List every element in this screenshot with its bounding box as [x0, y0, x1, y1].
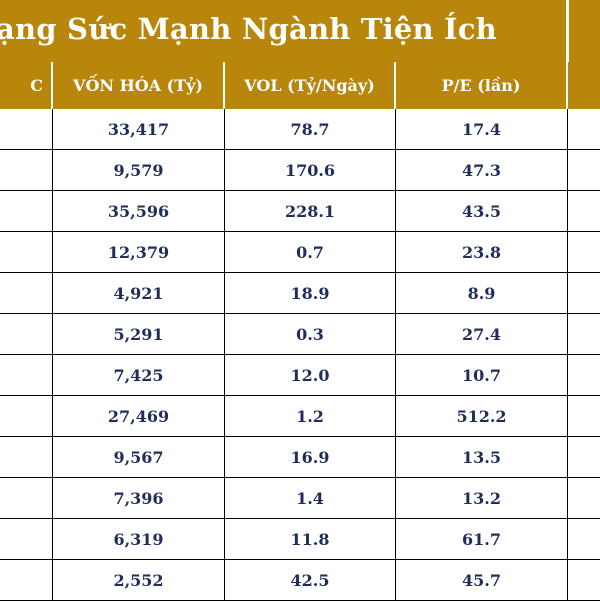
cell-code: [0, 314, 53, 354]
table-row: 9,567 16.9 13.5: [0, 437, 600, 478]
cell-market-cap: 7,396: [53, 478, 225, 518]
cell-code: [0, 519, 53, 559]
cell-volume: 16.9: [225, 437, 396, 477]
table-row: 33,417 78.7 17.4: [0, 109, 600, 150]
cell-pe: 8.9: [396, 273, 568, 313]
cell-code: [0, 437, 53, 477]
header-volume: VOL (Tỷ/Ngày): [225, 62, 396, 109]
cell-market-cap: 5,291: [53, 314, 225, 354]
table-row: 9,579 170.6 47.3: [0, 150, 600, 191]
cell-code: [0, 396, 53, 436]
cell-volume: 170.6: [225, 150, 396, 190]
table-row: 7,396 1.4 13.2: [0, 478, 600, 519]
cell-pe: 13.2: [396, 478, 568, 518]
table-row: 4,921 18.9 8.9: [0, 273, 600, 314]
cell-code: [0, 355, 53, 395]
cell-market-cap: 33,417: [53, 109, 225, 149]
cell-extra: [568, 109, 600, 149]
header-market-cap: VỐN HÓA (Tỷ): [53, 62, 225, 109]
cell-volume: 0.3: [225, 314, 396, 354]
cell-pe: 10.7: [396, 355, 568, 395]
cell-volume: 78.7: [225, 109, 396, 149]
cell-market-cap: 35,596: [53, 191, 225, 231]
cell-extra: [568, 519, 600, 559]
title-bar: ạng Sức Mạnh Ngành Tiện Ích: [0, 0, 600, 64]
cell-extra: [568, 396, 600, 436]
cell-volume: 11.8: [225, 519, 396, 559]
cell-market-cap: 6,319: [53, 519, 225, 559]
cell-code: [0, 150, 53, 190]
table-row: 12,379 0.7 23.8: [0, 232, 600, 273]
cell-volume: 18.9: [225, 273, 396, 313]
cell-volume: 12.0: [225, 355, 396, 395]
title-divider: [566, 0, 569, 62]
cell-extra: [568, 478, 600, 518]
cell-pe: 45.7: [396, 560, 568, 600]
table-row: 27,469 1.2 512.2: [0, 396, 600, 437]
cell-volume: 42.5: [225, 560, 396, 600]
cell-extra: [568, 150, 600, 190]
page-title: ạng Sức Mạnh Ngành Tiện Ích: [0, 12, 497, 46]
cell-code: [0, 478, 53, 518]
table-header: C VỐN HÓA (Tỷ) VOL (Tỷ/Ngày) P/E (lần): [0, 62, 600, 109]
cell-volume: 0.7: [225, 232, 396, 272]
cell-extra: [568, 232, 600, 272]
table-row: 7,425 12.0 10.7: [0, 355, 600, 396]
cell-pe: 17.4: [396, 109, 568, 149]
table-row: 6,319 11.8 61.7: [0, 519, 600, 560]
cell-extra: [568, 355, 600, 395]
cell-market-cap: 9,567: [53, 437, 225, 477]
cell-volume: 1.2: [225, 396, 396, 436]
cell-volume: 228.1: [225, 191, 396, 231]
cell-market-cap: 2,552: [53, 560, 225, 600]
cell-pe: 43.5: [396, 191, 568, 231]
cell-pe: 23.8: [396, 232, 568, 272]
cell-code: [0, 191, 53, 231]
cell-pe: 512.2: [396, 396, 568, 436]
cell-pe: 61.7: [396, 519, 568, 559]
cell-market-cap: 4,921: [53, 273, 225, 313]
cell-code: [0, 560, 53, 600]
cell-extra: [568, 273, 600, 313]
table-row: 2,552 42.5 45.7: [0, 560, 600, 601]
cell-extra: [568, 560, 600, 600]
cell-extra: [568, 314, 600, 354]
cell-market-cap: 27,469: [53, 396, 225, 436]
cell-code: [0, 109, 53, 149]
cell-market-cap: 7,425: [53, 355, 225, 395]
header-pe: P/E (lần): [396, 62, 568, 109]
cell-code: [0, 273, 53, 313]
cell-volume: 1.4: [225, 478, 396, 518]
table-row: 5,291 0.3 27.4: [0, 314, 600, 355]
cell-extra: [568, 191, 600, 231]
cell-market-cap: 12,379: [53, 232, 225, 272]
cell-pe: 13.5: [396, 437, 568, 477]
header-code: C: [0, 62, 53, 109]
table-row: 35,596 228.1 43.5: [0, 191, 600, 232]
cell-pe: 27.4: [396, 314, 568, 354]
cell-extra: [568, 437, 600, 477]
cell-pe: 47.3: [396, 150, 568, 190]
cell-code: [0, 232, 53, 272]
header-extra: [568, 62, 600, 109]
cell-market-cap: 9,579: [53, 150, 225, 190]
